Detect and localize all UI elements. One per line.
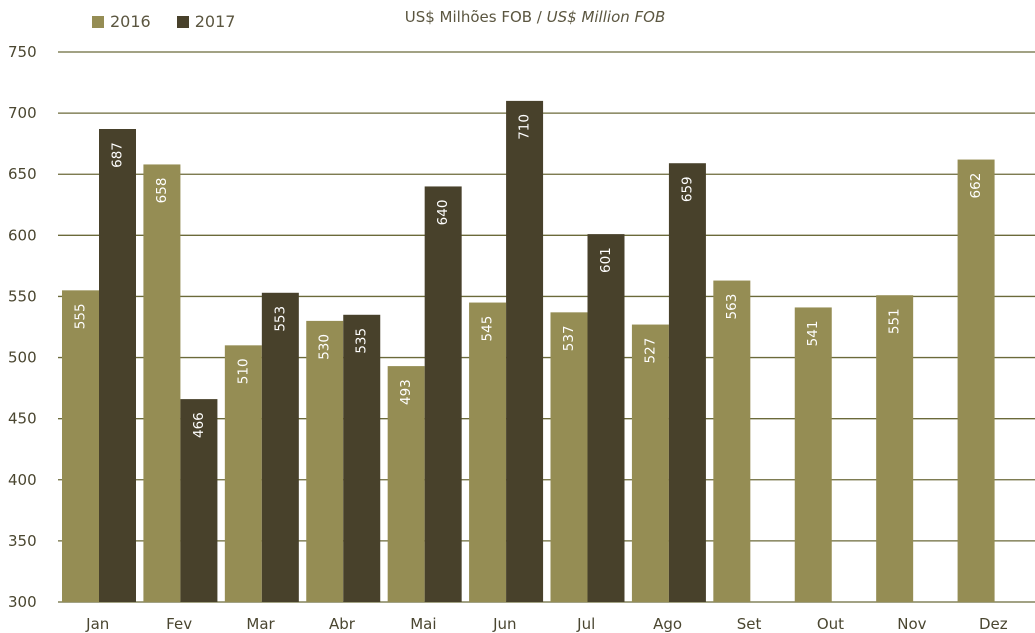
chart-subtitle: US$ Milhões FOB / US$ Million FOB	[0, 8, 1035, 26]
data-label-2016-Fev: 658	[154, 178, 170, 204]
x-tick-label-Jan: Jan	[85, 615, 109, 633]
bar-2017-Mai	[424, 186, 462, 602]
bar-2016-Dez	[957, 159, 995, 603]
x-tick-label-Mai: Mai	[410, 615, 436, 633]
y-tick-label-550: 550	[8, 287, 37, 305]
data-label-2016-Dez: 662	[968, 173, 984, 199]
data-label-2016-Jul: 537	[561, 325, 577, 351]
x-tick-label-Ago: Ago	[653, 615, 682, 633]
bar-2016-Jan	[62, 290, 99, 602]
bar-2017-Mar	[261, 292, 299, 602]
x-tick-label-Abr: Abr	[329, 615, 356, 633]
bar-2016-Ago	[631, 324, 669, 602]
data-label-2017-Abr: 535	[354, 328, 370, 354]
bar-2017-Jun	[506, 100, 544, 602]
data-label-2016-Mai: 493	[398, 379, 414, 405]
data-label-2017-Jan: 687	[110, 142, 126, 168]
bar-2016-Out	[794, 307, 832, 602]
bar-2017-Ago	[668, 163, 706, 602]
legend-swatch-2017	[176, 15, 189, 28]
x-tick-label-Mar: Mar	[246, 615, 275, 633]
bar-2017-Jul	[587, 234, 625, 602]
data-label-2016-Set: 563	[724, 294, 740, 320]
bar-2016-Nov	[876, 295, 914, 602]
data-label-2017-Jul: 601	[598, 247, 614, 273]
data-label-2016-Abr: 530	[317, 334, 333, 360]
subtitle-text: US$ Milhões FOB /	[404, 8, 547, 26]
x-tick-label-Nov: Nov	[897, 615, 926, 633]
y-tick-label-650: 650	[8, 165, 37, 183]
y-tick-label-700: 700	[8, 104, 37, 122]
bar-2017-Abr	[343, 314, 381, 602]
bar-2017-Fev	[180, 399, 218, 602]
x-tick-label-Fev: Fev	[166, 615, 192, 633]
chart-legend: 2016 2017	[92, 12, 235, 31]
data-label-2017-Mai: 640	[435, 200, 451, 226]
x-tick-label-Set: Set	[737, 615, 762, 633]
legend-swatch-2016	[92, 15, 104, 28]
y-tick-label-600: 600	[8, 226, 37, 244]
legend-label-2017: 2017	[194, 12, 236, 31]
y-tick-label-750: 750	[8, 43, 37, 61]
data-label-2016-Jan: 555	[73, 303, 89, 329]
bar-2016-Set	[713, 280, 751, 602]
bar-2016-Jun	[469, 302, 507, 602]
y-tick-label-400: 400	[8, 471, 37, 489]
data-label-2017-Ago: 659	[679, 176, 695, 202]
data-label-2017-Mar: 553	[272, 306, 288, 332]
data-label-2016-Ago: 527	[642, 338, 658, 364]
x-tick-label-Out: Out	[817, 615, 844, 633]
x-tick-label-Jul: Jul	[576, 615, 595, 633]
bar-2016-Mar	[224, 345, 262, 602]
bar-2017-Jan	[99, 129, 136, 602]
data-label-2016-Nov: 551	[887, 308, 903, 334]
legend-item-2017: 2017	[176, 12, 236, 31]
data-label-2016-Mar: 510	[235, 358, 251, 384]
x-tick-label-Dez: Dez	[979, 615, 1008, 633]
data-label-2016-Out: 541	[805, 321, 821, 347]
y-tick-label-450: 450	[8, 410, 37, 428]
bar-2016-Jul	[550, 312, 588, 602]
data-label-2017-Fev: 466	[191, 412, 207, 438]
y-tick-label-500: 500	[8, 349, 37, 367]
bar-2016-Abr	[306, 320, 344, 602]
subtitle-italic-text: US$ Million FOB	[546, 8, 666, 26]
bar-2016-Fev	[143, 164, 181, 602]
legend-label-2016: 2016	[110, 12, 151, 31]
legend-item-2016: 2016	[92, 12, 151, 31]
y-tick-label-350: 350	[8, 532, 37, 550]
data-label-2017-Jun: 710	[517, 114, 533, 140]
y-tick-label-300: 300	[8, 593, 37, 611]
data-label-2016-Jun: 545	[480, 316, 496, 342]
bar-2016-Mai	[387, 366, 425, 602]
x-tick-label-Jun: Jun	[492, 615, 516, 633]
